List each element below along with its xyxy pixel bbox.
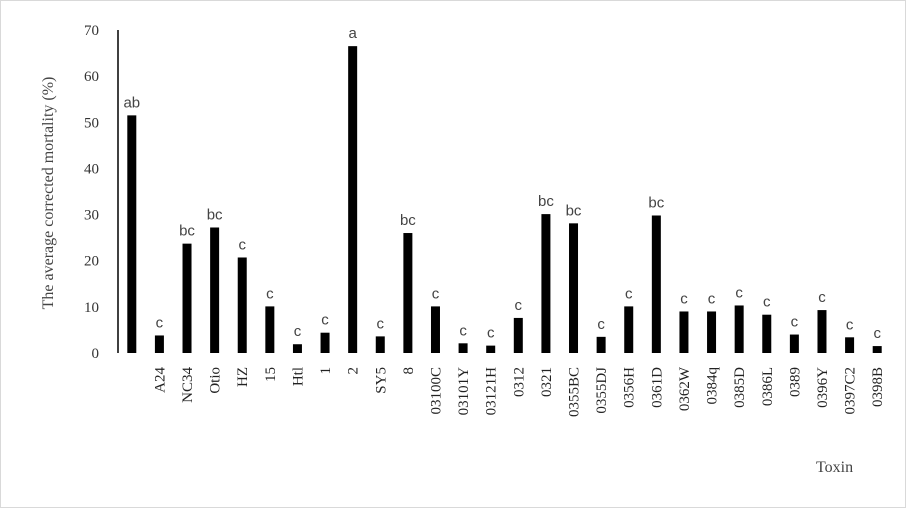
bar (707, 311, 717, 353)
bar (845, 337, 855, 353)
x-tick-label: 0385D (732, 367, 748, 408)
y-tick-label: 20 (84, 254, 99, 270)
x-tick-label: 0398B (870, 367, 886, 407)
bar (651, 215, 661, 353)
y-tick-label: 70 (84, 23, 99, 39)
x-tick-label: 0389 (787, 367, 803, 397)
data-label: c (459, 322, 467, 339)
data-label: c (625, 285, 633, 302)
bar (789, 334, 799, 353)
bar (513, 317, 523, 353)
bar (458, 343, 468, 353)
x-tick-label: 0355DJ (594, 367, 610, 414)
data-label: bc (566, 202, 582, 219)
bar (237, 257, 247, 353)
data-label: c (680, 290, 688, 307)
x-tick-label: 0386L (760, 367, 776, 406)
x-tick-label: 8 (401, 367, 417, 375)
x-tick-label: HZ (235, 367, 251, 387)
data-label: c (294, 323, 302, 340)
data-label: c (818, 289, 826, 306)
data-label: c (432, 285, 440, 302)
data-label: c (763, 294, 771, 311)
bar (375, 336, 385, 353)
x-tick-label: 0355BC (567, 367, 583, 417)
x-tick-label: 15 (263, 367, 279, 382)
bar (679, 311, 689, 353)
data-label: c (238, 236, 246, 253)
bar (817, 310, 827, 353)
bar (872, 346, 882, 353)
data-label: c (515, 297, 523, 314)
bar (624, 306, 634, 353)
bar (127, 115, 137, 353)
data-label: bc (648, 194, 664, 211)
x-tick-label: SY5 (373, 367, 389, 394)
bar (154, 335, 164, 353)
data-label: c (377, 315, 385, 332)
bar (265, 306, 275, 353)
data-label: c (735, 284, 743, 301)
bar (348, 46, 358, 354)
x-tick-labels-group: A24 NC34 Otio HZ 15 Htl 1 2 SY5 8 03100C 03101Y 0312… (152, 366, 886, 417)
x-tick-label: NC34 (180, 367, 196, 403)
data-label: c (873, 325, 881, 342)
bar (541, 214, 551, 353)
data-label: bc (179, 223, 195, 240)
y-tick-label: 50 (84, 115, 99, 131)
bar (762, 314, 772, 353)
data-label: c (708, 290, 716, 307)
x-tick-label: 0397C2 (843, 367, 859, 415)
bars-group (127, 46, 882, 354)
x-tick-label: Otio (208, 367, 224, 394)
bar (210, 227, 220, 353)
data-label: c (597, 316, 605, 333)
x-tick-label: 03101Y (456, 367, 472, 416)
bar (292, 344, 302, 353)
data-label: bc (538, 193, 554, 210)
data-label: c (791, 314, 799, 331)
y-tick-label: 40 (84, 161, 99, 177)
data-label: bc (207, 206, 223, 223)
bar (182, 243, 192, 353)
bar (734, 305, 744, 353)
data-label: a (348, 25, 357, 42)
x-tick-label: 0396Y (815, 367, 831, 408)
y-tick-label: 60 (84, 69, 99, 85)
x-tick-label: 0312 (511, 367, 527, 397)
data-label: c (321, 312, 329, 329)
data-label: ab (123, 94, 140, 111)
bar (486, 345, 496, 353)
y-tick-label: 30 (84, 208, 99, 224)
x-tick-label: 0362W (677, 366, 693, 411)
x-tick-label: 0361D (649, 367, 665, 408)
x-tick-label: 1 (318, 367, 334, 375)
data-label: c (266, 285, 274, 302)
bar (403, 233, 413, 353)
x-tick-label: 0321 (539, 367, 555, 397)
y-tick-label: 10 (84, 300, 99, 316)
y-axis-title: The average corrected mortality (%) (40, 77, 57, 310)
x-tick-label: A24 (152, 367, 168, 393)
x-tick-label: 03100C (428, 367, 444, 415)
x-tick-label: 03121H (484, 367, 500, 416)
bar (320, 332, 330, 353)
y-tick-label: 0 (92, 346, 100, 362)
bar (569, 223, 579, 353)
x-axis-title: Toxin (816, 459, 853, 476)
bar (430, 306, 440, 353)
x-tick-label: 0384q (705, 367, 721, 405)
x-tick-label: 2 (346, 367, 362, 375)
bar (596, 336, 606, 353)
x-tick-label: 0356H (622, 367, 638, 408)
data-label: c (156, 314, 164, 331)
data-label: c (846, 316, 854, 333)
y-axis: 0 10 20 30 40 50 60 70 (84, 23, 119, 362)
data-label: bc (400, 212, 416, 229)
data-label: c (487, 325, 495, 342)
x-tick-label: Htl (290, 367, 306, 386)
